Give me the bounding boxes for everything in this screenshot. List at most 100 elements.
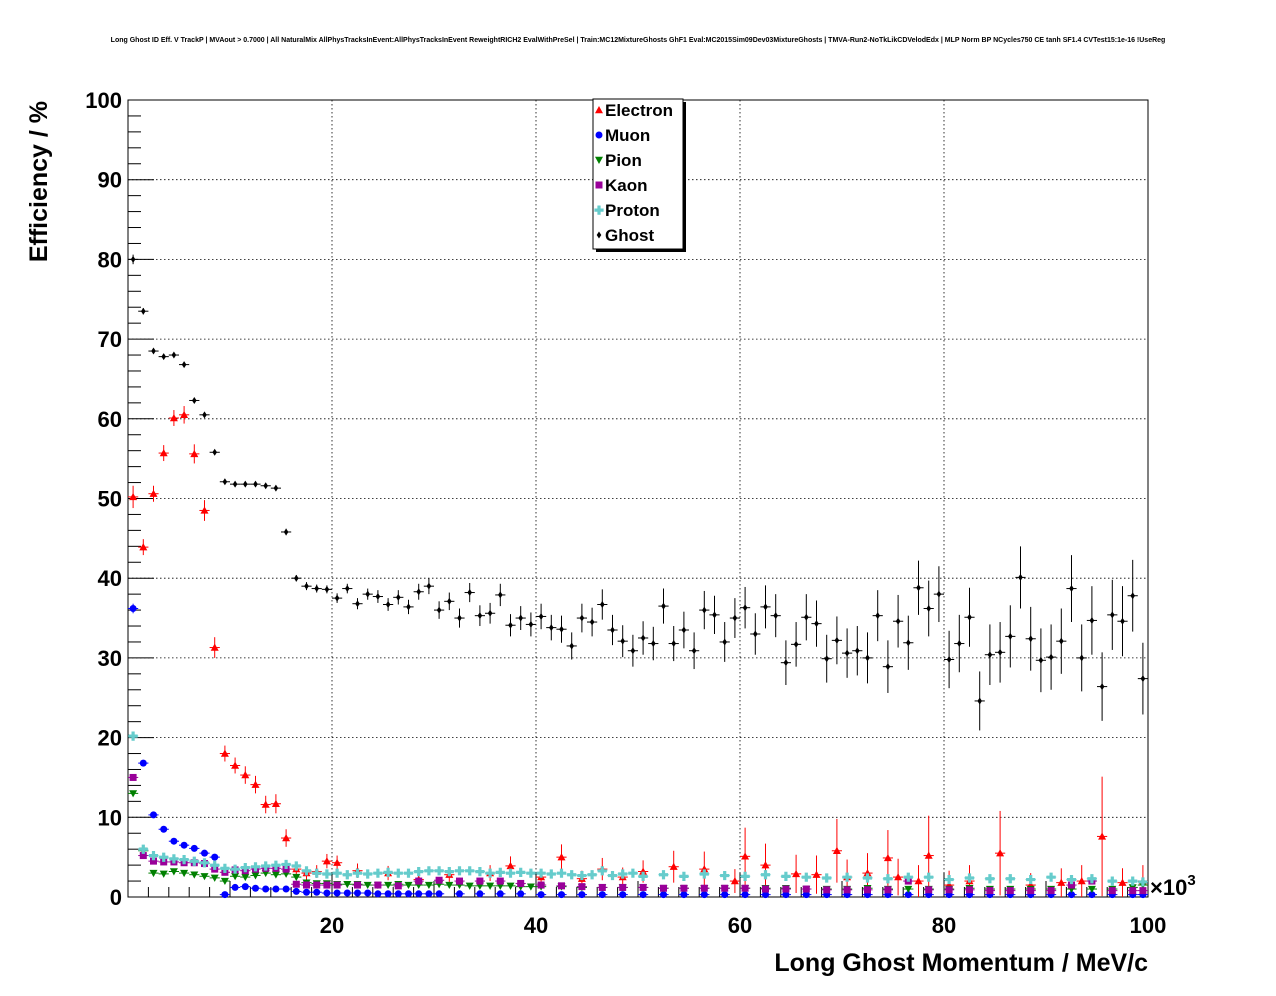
data-point bbox=[556, 868, 567, 878]
data-point bbox=[291, 861, 301, 871]
data-point bbox=[212, 448, 217, 456]
data-point bbox=[741, 884, 749, 892]
data-point bbox=[517, 890, 525, 898]
data-point bbox=[702, 606, 707, 614]
data-point bbox=[996, 849, 1005, 857]
data-point bbox=[271, 871, 280, 879]
data-point bbox=[957, 640, 962, 648]
legend-entry-ghost: Ghost bbox=[596, 226, 654, 245]
data-point bbox=[375, 593, 381, 601]
data-point bbox=[393, 868, 403, 878]
data-point bbox=[651, 640, 656, 648]
data-point bbox=[314, 585, 319, 593]
axes: 20 40 60 80 100 0 10 20 30 40 50 60 70 80 90 100 bbox=[85, 88, 1166, 938]
data-point bbox=[903, 872, 913, 882]
data-point bbox=[781, 871, 791, 881]
series-electron bbox=[128, 406, 1148, 897]
data-point bbox=[148, 851, 159, 861]
data-point bbox=[600, 601, 605, 609]
data-point bbox=[680, 891, 688, 899]
data-point bbox=[1046, 872, 1056, 882]
data-point bbox=[304, 582, 309, 590]
series-proton bbox=[128, 731, 1148, 887]
data-point bbox=[1099, 683, 1105, 691]
data-point bbox=[546, 869, 556, 879]
data-point bbox=[526, 883, 535, 891]
data-point bbox=[1139, 887, 1147, 895]
data-point bbox=[883, 853, 892, 862]
data-point bbox=[273, 484, 279, 492]
data-point bbox=[1138, 877, 1148, 887]
data-point bbox=[569, 642, 574, 650]
data-point bbox=[732, 614, 738, 622]
data-point bbox=[457, 614, 462, 622]
data-point bbox=[334, 594, 340, 602]
data-point bbox=[1098, 832, 1107, 840]
data-point bbox=[159, 852, 169, 862]
data-point bbox=[1069, 585, 1074, 593]
data-point bbox=[985, 874, 995, 884]
data-point bbox=[741, 852, 750, 860]
data-point bbox=[883, 874, 893, 884]
data-point bbox=[385, 601, 391, 609]
y-tick-label: 40 bbox=[98, 566, 122, 591]
data-point bbox=[925, 886, 933, 894]
y-tick-label: 50 bbox=[98, 487, 122, 512]
data-point bbox=[180, 841, 188, 849]
data-point bbox=[149, 869, 158, 878]
data-point bbox=[363, 869, 373, 879]
data-point bbox=[1107, 876, 1117, 886]
data-point bbox=[403, 868, 414, 878]
data-point bbox=[598, 883, 606, 891]
data-point bbox=[128, 731, 138, 741]
data-point bbox=[323, 889, 331, 897]
data-point bbox=[875, 612, 880, 620]
y-tick-label: 90 bbox=[98, 168, 122, 193]
data-point bbox=[189, 856, 199, 866]
data-point bbox=[579, 614, 585, 622]
data-point bbox=[324, 585, 330, 593]
data-point bbox=[814, 620, 819, 628]
data-point bbox=[322, 857, 331, 865]
data-point bbox=[607, 870, 618, 881]
legend-label: Pion bbox=[605, 151, 642, 170]
data-point bbox=[721, 891, 729, 899]
data-point bbox=[740, 871, 750, 881]
data-point bbox=[383, 867, 393, 877]
data-point bbox=[587, 870, 597, 880]
data-point bbox=[1038, 656, 1044, 664]
data-point bbox=[475, 866, 485, 877]
data-point bbox=[508, 621, 513, 629]
data-point bbox=[345, 585, 350, 593]
data-point bbox=[862, 873, 873, 883]
data-point bbox=[619, 883, 627, 891]
data-point bbox=[516, 867, 526, 877]
data-point bbox=[699, 869, 709, 879]
data-point bbox=[558, 882, 565, 890]
data-point bbox=[230, 864, 240, 874]
data-point bbox=[924, 851, 933, 859]
data-point bbox=[394, 882, 402, 890]
x-axis-multiplier: ×103 bbox=[1150, 872, 1196, 900]
data-point bbox=[294, 574, 299, 582]
data-point bbox=[1140, 675, 1146, 683]
data-point bbox=[303, 881, 310, 889]
series-muon bbox=[128, 603, 1148, 899]
data-point bbox=[945, 886, 953, 894]
data-point bbox=[396, 593, 401, 601]
data-point bbox=[884, 886, 892, 894]
data-point bbox=[384, 881, 393, 890]
data-point bbox=[722, 638, 727, 646]
data-point bbox=[159, 449, 168, 457]
data-point bbox=[700, 865, 709, 873]
data-point bbox=[151, 347, 156, 355]
data-point bbox=[1066, 874, 1077, 885]
data-point bbox=[506, 861, 515, 870]
data-point bbox=[435, 876, 443, 884]
data-point bbox=[129, 773, 137, 781]
data-point bbox=[661, 602, 666, 610]
data-point bbox=[628, 868, 638, 878]
data-point bbox=[352, 868, 363, 878]
data-point bbox=[129, 492, 138, 501]
